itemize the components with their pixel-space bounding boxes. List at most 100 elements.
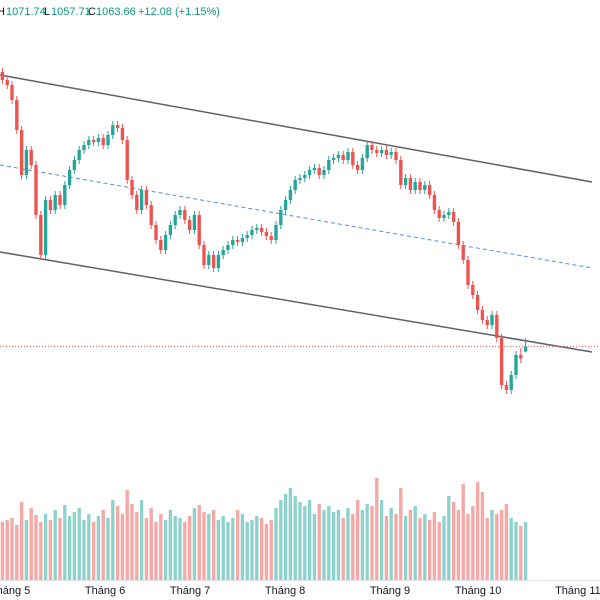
candle-body (461, 245, 465, 260)
volume-bar (327, 506, 331, 580)
candle-body (96, 138, 101, 142)
candle-body (408, 178, 413, 190)
volume-bar (303, 506, 307, 580)
volume-bar (384, 516, 389, 580)
candle-body (471, 285, 475, 295)
volume-bar (312, 514, 317, 580)
volume-bar (423, 514, 427, 580)
header-change: +12.08 (+1.15%) (138, 6, 220, 18)
volume-bar (221, 516, 225, 580)
volume-bar (447, 496, 451, 580)
volume-bar (351, 514, 355, 580)
volume-bar (63, 505, 67, 580)
candle-body (53, 195, 57, 210)
candle-body (432, 195, 437, 210)
candle-body (63, 185, 67, 205)
candle-body (269, 236, 273, 240)
volume-bar (379, 500, 384, 580)
volume-bar (283, 494, 288, 580)
candle-body (336, 155, 341, 158)
candle-body (418, 182, 422, 190)
volume-bar (163, 520, 168, 580)
volume-bar (125, 490, 129, 580)
candle-body (101, 138, 105, 145)
volume-bar (5, 520, 9, 580)
volume-bar (115, 506, 120, 580)
candle-body (192, 215, 197, 230)
candle-body (447, 212, 451, 215)
candle-body (341, 155, 345, 160)
candle-body (394, 152, 398, 160)
candle-body (288, 190, 293, 200)
volume-bar (202, 512, 206, 580)
volume-bar (471, 506, 475, 580)
candle-body (226, 245, 230, 250)
volume-bar (101, 510, 105, 580)
candle-body (413, 182, 417, 190)
volume-bar (58, 518, 62, 580)
volume-bar (130, 504, 134, 580)
candle-body (29, 150, 33, 165)
channel-upper (0, 74, 593, 183)
volume-bar (509, 518, 513, 580)
volume-bar (29, 508, 33, 580)
volume-bar (159, 514, 163, 580)
volume-bar (231, 518, 235, 580)
candle-body (202, 245, 206, 265)
volume-bar (264, 524, 269, 580)
candle-body (10, 85, 14, 100)
candle-body (72, 160, 77, 170)
candle-body (221, 250, 225, 255)
volume-bar (418, 518, 422, 580)
candle-body (514, 355, 518, 375)
candle-body (403, 178, 408, 185)
volume-bar (39, 522, 43, 580)
volume-bar (245, 522, 249, 580)
candle-body (197, 215, 201, 245)
candle-body (384, 150, 389, 155)
volume-bar (67, 516, 72, 580)
volume-bar (495, 514, 499, 580)
candle-body (519, 355, 523, 359)
candle-body (77, 150, 81, 160)
volume-bar (437, 522, 441, 580)
candle-body (504, 385, 509, 390)
volume-bar (34, 515, 38, 580)
x-tick-label: Tháng 5 (0, 585, 30, 597)
volume-bar (53, 510, 57, 580)
candle-body (130, 180, 134, 195)
candle-body (327, 160, 331, 170)
candle-body (423, 185, 427, 190)
candle-body (485, 320, 489, 325)
candle-body (509, 375, 513, 390)
volume-bar (91, 522, 96, 580)
volume-bar (293, 496, 297, 580)
volume-bar (259, 518, 264, 580)
candle-body (216, 255, 221, 268)
volume-bar (375, 478, 379, 580)
volume-bar (10, 518, 14, 580)
x-tick-label: Tháng 9 (370, 585, 410, 597)
volume-bar (77, 508, 81, 580)
candle-body (125, 140, 129, 180)
candle-body (250, 230, 254, 235)
candle-body (5, 80, 9, 85)
candle-body (19, 130, 24, 175)
candle-body (490, 315, 494, 325)
candle-body (370, 145, 374, 150)
volume-bar (120, 514, 125, 580)
volume-bar (480, 492, 485, 580)
candle-body (375, 150, 379, 153)
volume-bar (183, 522, 187, 580)
candle-body (173, 215, 177, 225)
volume-bar (336, 510, 341, 580)
candle-body (183, 210, 187, 220)
volume-bar (178, 518, 182, 580)
candle-body (298, 178, 302, 180)
volume-bar (19, 502, 24, 580)
candle-body (135, 195, 139, 210)
candle-body (67, 170, 72, 185)
candle-body (322, 170, 326, 175)
candle-body (312, 168, 317, 170)
candle-body (466, 260, 470, 285)
